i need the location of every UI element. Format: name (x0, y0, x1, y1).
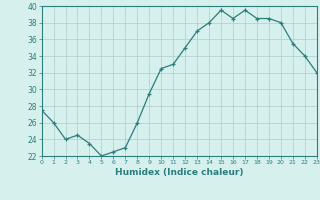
X-axis label: Humidex (Indice chaleur): Humidex (Indice chaleur) (115, 168, 244, 177)
